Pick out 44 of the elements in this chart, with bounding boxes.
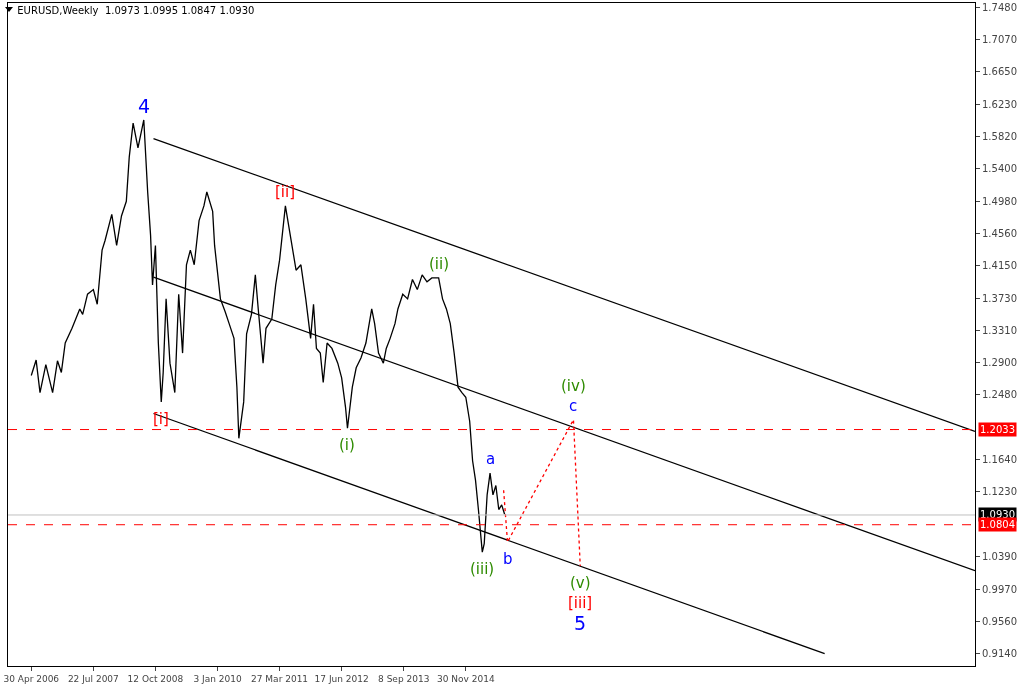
annotation: [iii] xyxy=(568,594,593,612)
ref-line-label: 1.2033 xyxy=(980,424,1015,435)
y-tick-label: 1.2900 xyxy=(982,356,1017,368)
y-tick-label: 1.7070 xyxy=(982,33,1017,45)
x-tick-label: 30 Nov 2014 xyxy=(436,673,495,684)
y-tick-label: 0.9970 xyxy=(982,583,1017,595)
x-tick-label: 3 Jan 2010 xyxy=(193,673,242,684)
x-tick-label: 22 Jul 2007 xyxy=(67,673,119,684)
y-tick-label: 1.5400 xyxy=(982,163,1017,175)
y-tick-label: 1.6650 xyxy=(982,66,1017,78)
x-tick-label: 30 Apr 2006 xyxy=(3,673,60,684)
y-tick-label: 1.5820 xyxy=(982,130,1017,142)
y-tick-label: 1.2480 xyxy=(982,389,1017,401)
y-tick-label: 0.9140 xyxy=(982,648,1017,660)
y-tick-label: 1.3310 xyxy=(982,325,1017,337)
chart-title: EURUSD,Weekly 1.0973 1.0995 1.0847 1.0930 xyxy=(17,4,255,16)
ref-line-label: 1.0804 xyxy=(980,519,1015,530)
x-tick-label: 27 Mar 2011 xyxy=(251,673,309,684)
annotation: b xyxy=(503,550,513,568)
annotation: [ii] xyxy=(275,183,296,201)
annotation: (i) xyxy=(339,436,355,454)
x-tick-label: 12 Oct 2008 xyxy=(127,673,184,684)
y-tick-label: 1.4980 xyxy=(982,195,1017,207)
annotation: a xyxy=(486,450,496,468)
annotation: 4 xyxy=(138,95,151,117)
x-tick-label: 17 Jun 2012 xyxy=(314,673,369,684)
annotation: (iv) xyxy=(561,377,586,395)
annotation: 5 xyxy=(574,612,587,634)
annotation: c xyxy=(569,397,578,415)
y-tick-label: 1.4150 xyxy=(982,260,1017,272)
y-tick-label: 0.9560 xyxy=(982,615,1017,627)
annotation: (ii) xyxy=(429,255,450,273)
x-tick-label: 8 Sep 2013 xyxy=(378,673,430,684)
y-tick-label: 1.1640 xyxy=(982,454,1017,466)
y-tick-label: 1.3730 xyxy=(982,292,1017,304)
y-tick-label: 1.0390 xyxy=(982,551,1017,563)
y-tick-label: 1.4560 xyxy=(982,228,1017,240)
y-tick-label: 1.1230 xyxy=(982,486,1017,498)
y-tick-label: 1.7480 xyxy=(982,2,1017,14)
annotation: (v) xyxy=(570,574,591,592)
annotation: (iii) xyxy=(470,560,495,578)
ref-line-label: 1.0930 xyxy=(980,509,1015,520)
y-tick-label: 1.6230 xyxy=(982,98,1017,110)
annotation: [i] xyxy=(153,410,169,428)
